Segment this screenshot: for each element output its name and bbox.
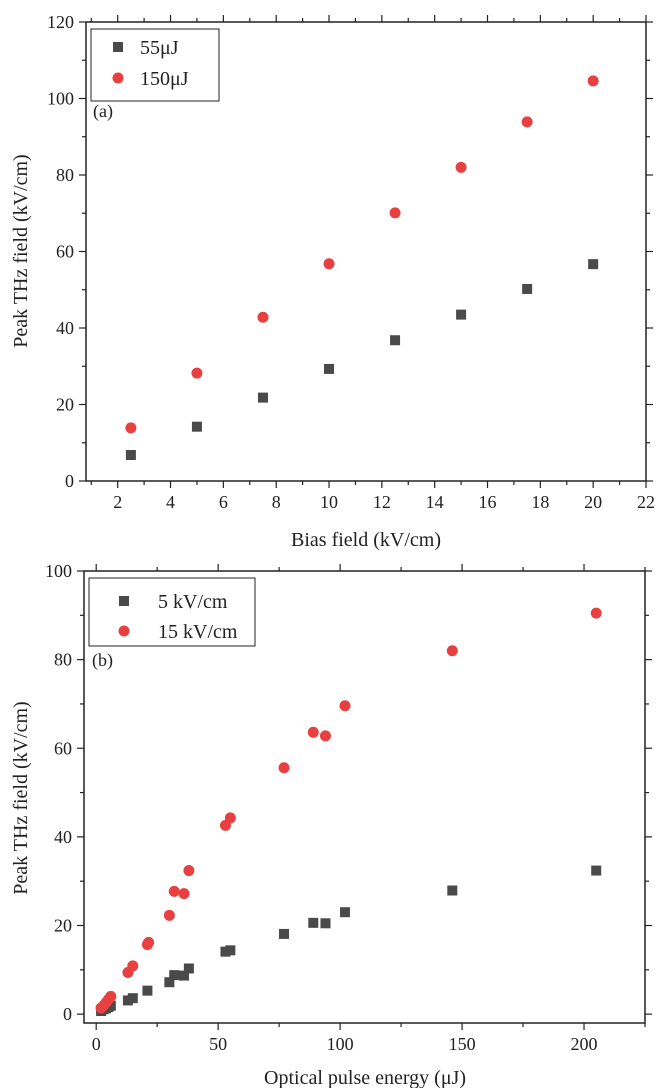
data-point-a-s1-4 xyxy=(389,207,401,219)
legend-label-15kVcm: 15 kV/cm xyxy=(158,621,238,643)
y-tick-label: 20 xyxy=(56,395,74,415)
data-point-b-s0-7 xyxy=(142,985,153,996)
x-tick-label: 200 xyxy=(571,1034,598,1054)
data-point-a-s1-0 xyxy=(125,422,137,434)
data-point-b-s1-15 xyxy=(278,762,290,774)
legend-box-b xyxy=(88,577,256,647)
x-axis-label-b: Optical pulse energy (μJ) xyxy=(264,1067,466,1088)
data-point-b-s0-10 xyxy=(179,970,190,981)
data-points-a xyxy=(125,75,599,460)
data-point-a-s0-6 xyxy=(522,283,533,294)
y-tick-label: 40 xyxy=(56,318,74,338)
data-point-b-s0-14 xyxy=(279,928,290,939)
y-tick-label: 60 xyxy=(56,242,74,262)
data-point-b-s0-18 xyxy=(447,885,458,896)
panel-label-b: (b) xyxy=(92,650,113,671)
x-tick-label: 8 xyxy=(272,492,281,512)
data-point-a-s0-7 xyxy=(588,259,599,270)
x-tick-label: 2 xyxy=(113,492,122,512)
x-tick-label: 14 xyxy=(426,492,444,512)
data-point-b-s0-8 xyxy=(164,977,175,988)
data-point-a-s0-1 xyxy=(191,421,202,432)
panel-a: 2 4 6 8 10 12 14 16 18 20 22 0 20 40 60 80 100 120 55μJ 1… xyxy=(10,12,655,551)
x-axis-label-a: Bias field (kV/cm) xyxy=(291,529,441,551)
panel-b: 0 50 100 150 200 0 20 40 60 80 100 5 kV/cm 15 kV/c… xyxy=(10,561,652,1088)
data-point-b-s1-17 xyxy=(319,730,331,742)
data-point-b-s1-16 xyxy=(307,726,319,738)
data-point-b-s1-12 xyxy=(183,865,195,877)
x-tick-label: 0 xyxy=(92,1034,101,1054)
y-tick-label: 0 xyxy=(65,471,74,491)
data-point-b-s0-4 xyxy=(105,1000,116,1011)
data-point-b-s1-6 xyxy=(127,960,139,972)
data-point-a-s1-5 xyxy=(455,161,467,173)
x-tick-label: 100 xyxy=(327,1034,354,1054)
data-point-b-s1-8 xyxy=(143,936,155,948)
legend-marker-15kVcm xyxy=(118,625,130,637)
x-tick-label: 6 xyxy=(219,492,228,512)
legend-label-150uJ: 150μJ xyxy=(140,68,189,90)
data-point-b-s0-19 xyxy=(591,865,602,876)
axis-ticks-a: 2 4 6 8 10 12 14 16 18 20 22 0 20 40 60 80 100 120 xyxy=(47,12,655,512)
data-point-b-s1-19 xyxy=(446,645,458,657)
data-point-b-s0-6 xyxy=(127,993,138,1004)
plot-frame-b xyxy=(83,570,646,1024)
y-axis-label-b: Peak THz field (kV/cm) xyxy=(10,701,32,894)
data-point-a-s1-3 xyxy=(323,258,335,270)
x-tick-label: 20 xyxy=(584,492,602,512)
data-point-a-s0-4 xyxy=(390,335,401,346)
y-tick-label: 120 xyxy=(47,12,74,32)
y-tick-label: 100 xyxy=(47,89,74,109)
data-point-b-s1-20 xyxy=(590,607,602,619)
y-axis-label-a: Peak THz field (kV/cm) xyxy=(10,154,32,347)
data-point-b-s1-9 xyxy=(163,909,175,921)
data-point-b-s0-13 xyxy=(225,945,236,956)
data-point-a-s1-7 xyxy=(587,75,599,87)
x-tick-label: 22 xyxy=(637,492,655,512)
axis-ticks-b: 0 50 100 150 200 0 20 40 60 80 100 xyxy=(45,561,652,1054)
data-point-b-s1-10 xyxy=(168,885,180,897)
x-tick-label: 150 xyxy=(449,1034,476,1054)
data-point-b-s1-11 xyxy=(178,888,190,900)
data-point-a-s1-6 xyxy=(521,116,533,128)
data-point-a-s0-5 xyxy=(456,309,467,320)
x-tick-label: 16 xyxy=(479,492,497,512)
x-tick-label: 50 xyxy=(209,1034,227,1054)
y-tick-label: 80 xyxy=(54,650,72,670)
legend-label-55uJ: 55μJ xyxy=(140,37,179,59)
data-point-a-s0-2 xyxy=(257,392,268,403)
legend-b: 5 kV/cm 15 kV/cm xyxy=(88,577,256,647)
legend-label-5kVcm: 5 kV/cm xyxy=(158,591,228,613)
legend-marker-55uJ xyxy=(113,42,123,52)
x-tick-label: 10 xyxy=(320,492,338,512)
y-tick-label: 60 xyxy=(54,738,72,758)
legend-box-a xyxy=(90,28,220,102)
legend-marker-150uJ xyxy=(112,72,124,84)
data-point-a-s0-0 xyxy=(125,449,136,460)
data-point-a-s1-2 xyxy=(257,311,269,323)
y-tick-label: 40 xyxy=(54,827,72,847)
x-tick-label: 18 xyxy=(531,492,549,512)
data-point-b-s1-4 xyxy=(105,990,117,1002)
data-point-b-s0-9 xyxy=(169,970,180,981)
x-tick-label: 12 xyxy=(373,492,391,512)
data-point-b-s1-18 xyxy=(339,700,351,712)
data-point-b-s0-16 xyxy=(320,918,331,929)
y-tick-label: 20 xyxy=(54,916,72,936)
data-point-b-s0-17 xyxy=(339,907,350,918)
y-tick-label: 100 xyxy=(45,561,72,581)
data-point-b-s1-14 xyxy=(224,812,236,824)
x-tick-label: 4 xyxy=(166,492,175,512)
data-points-b xyxy=(95,607,602,1017)
data-point-a-s0-3 xyxy=(324,363,335,374)
legend-marker-5kVcm xyxy=(119,596,129,606)
panel-label-a: (a) xyxy=(93,101,113,122)
data-point-b-s0-15 xyxy=(308,917,319,928)
legend-a: 55μJ 150μJ xyxy=(90,28,220,102)
data-point-a-s1-1 xyxy=(191,367,203,379)
y-tick-label: 80 xyxy=(56,165,74,185)
y-tick-label: 0 xyxy=(63,1004,72,1024)
data-point-b-s0-11 xyxy=(183,963,194,974)
